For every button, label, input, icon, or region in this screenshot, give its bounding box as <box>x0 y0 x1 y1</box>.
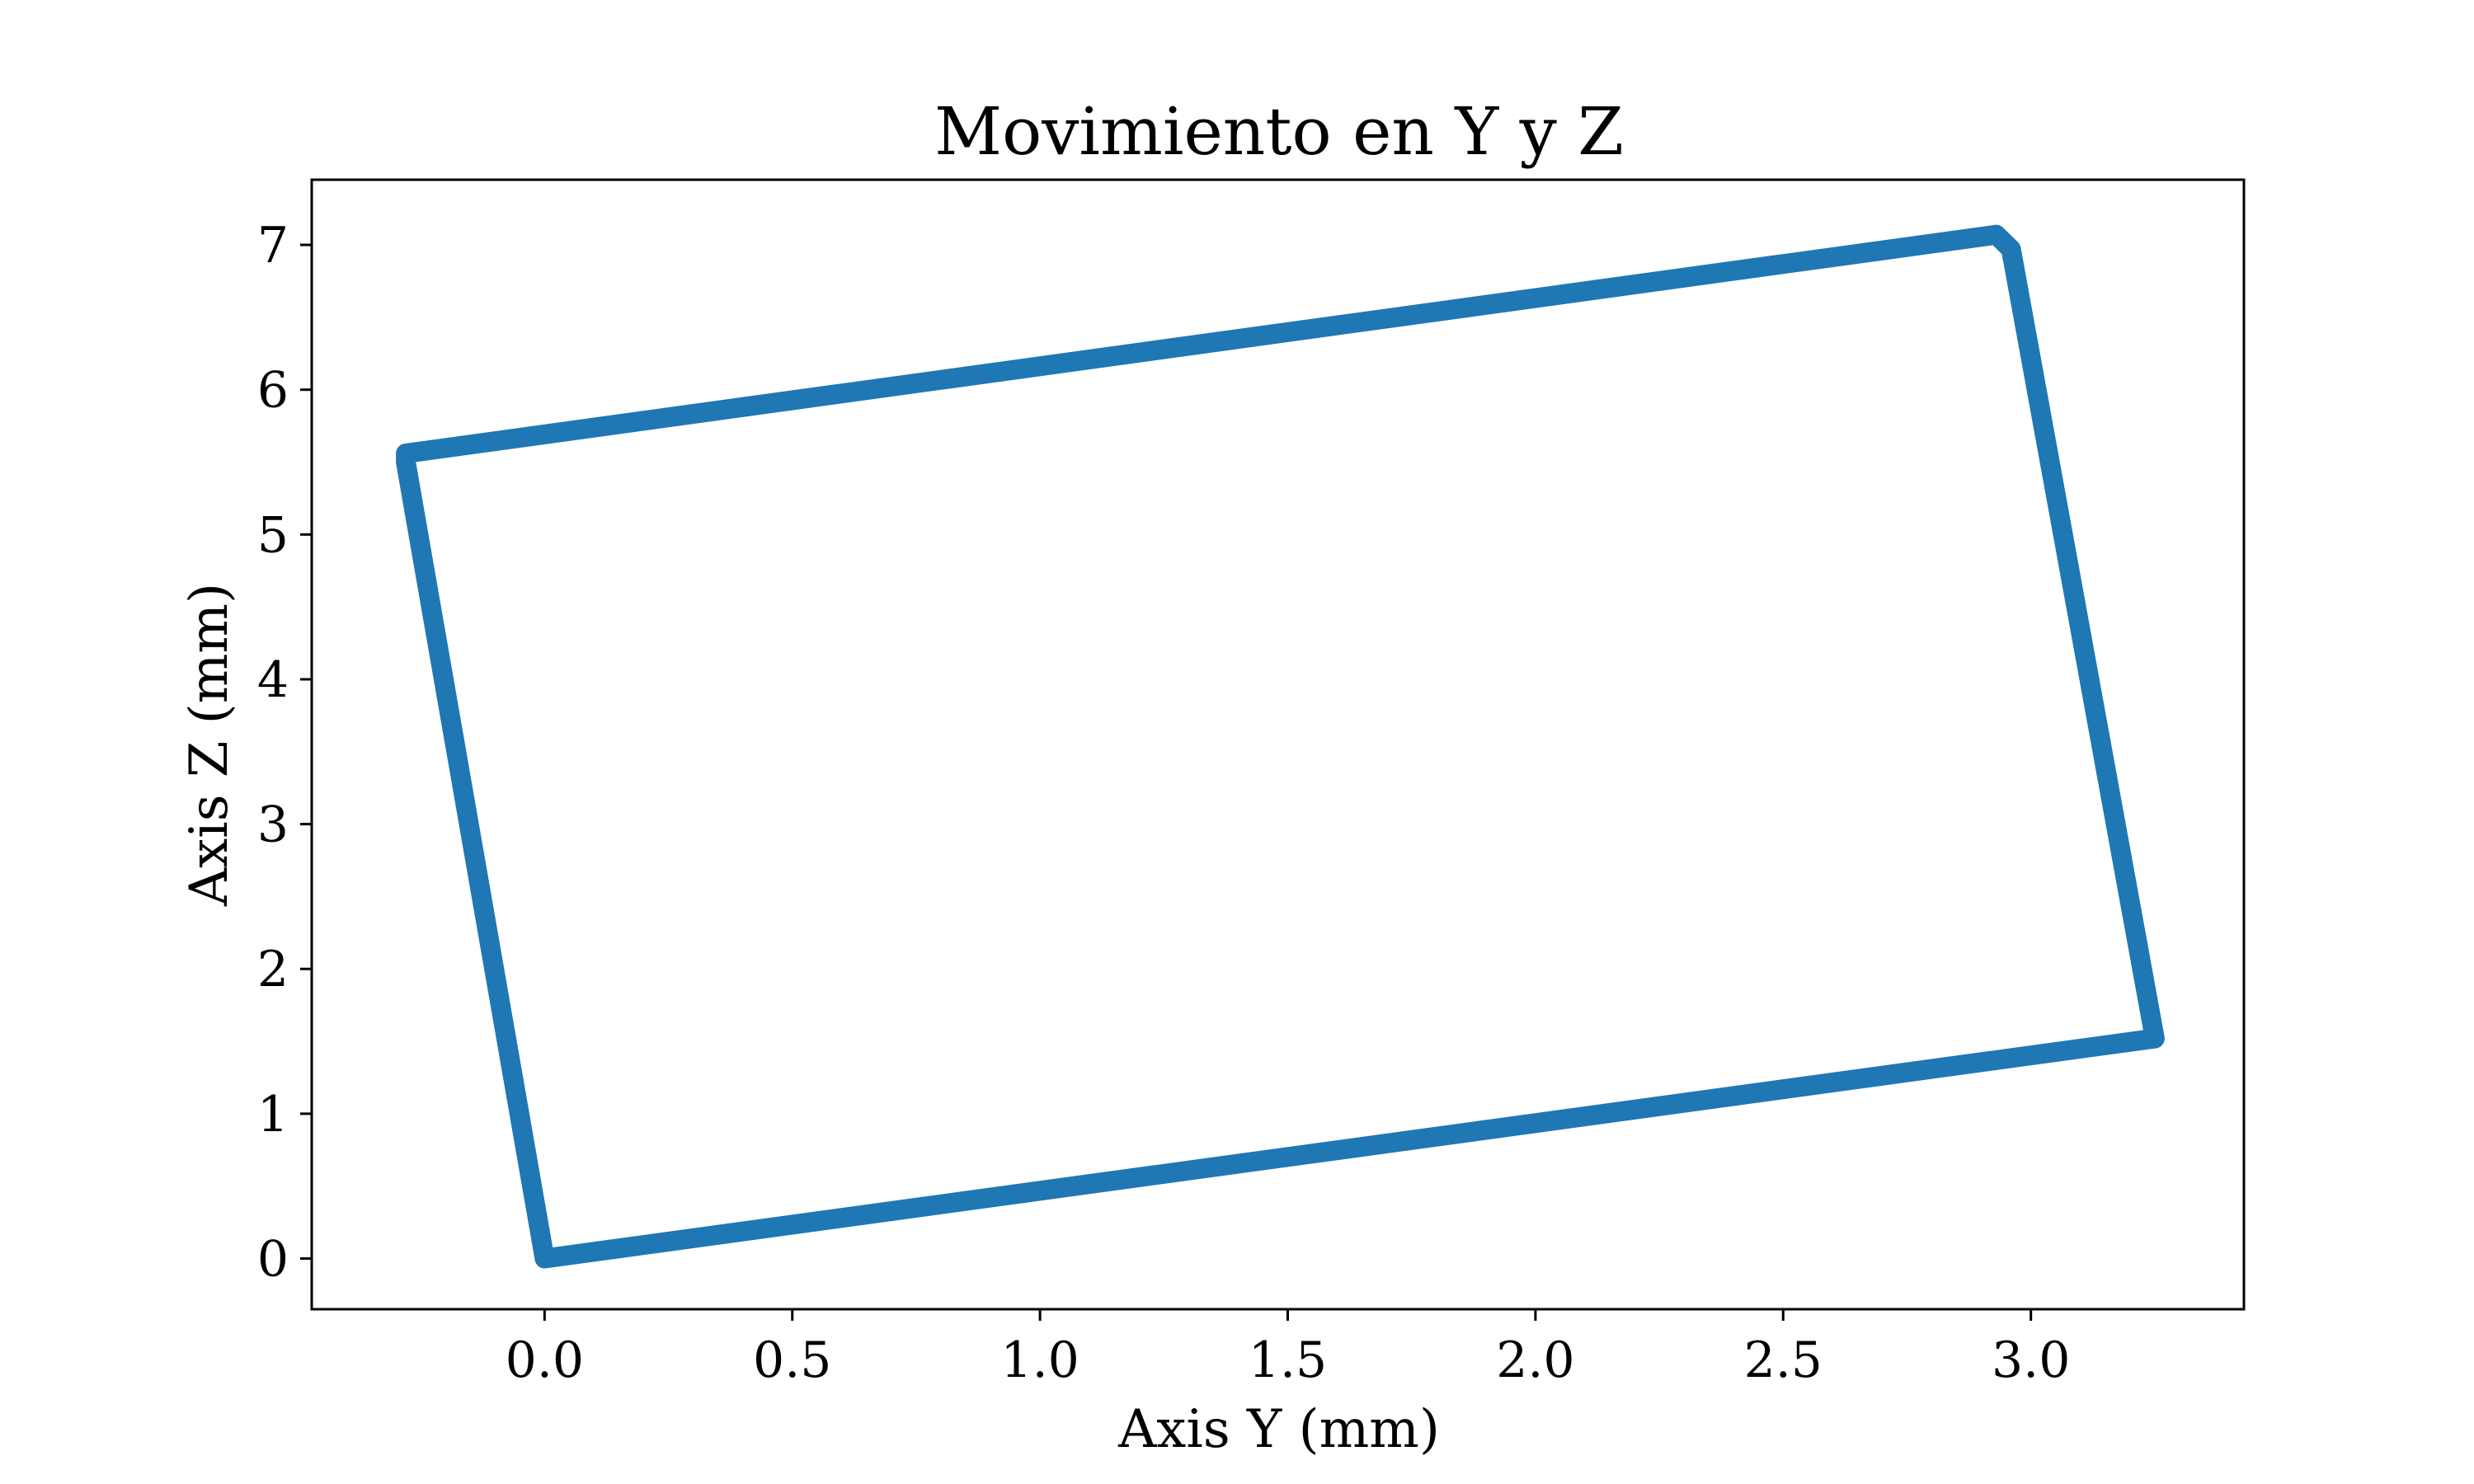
y-tick-label: 6 <box>257 362 289 420</box>
y-tick-label: 3 <box>257 796 289 854</box>
y-tick-label: 7 <box>257 217 289 275</box>
chart-title: Movimiento en Y y Z <box>934 93 1624 170</box>
y-tick-label: 1 <box>257 1086 289 1144</box>
x-tick-label: 1.0 <box>1000 1331 1079 1389</box>
x-tick-label: 0.0 <box>506 1331 584 1389</box>
x-tick-label: 0.5 <box>753 1331 831 1389</box>
x-tick-label: 3.0 <box>1992 1331 2070 1389</box>
x-tick-label: 2.0 <box>1496 1331 1574 1389</box>
series-layer <box>396 224 2165 1269</box>
y-tick-label: 2 <box>257 941 289 998</box>
y-tick-label: 4 <box>257 651 289 709</box>
y-tick-label: 5 <box>257 506 289 564</box>
y-axis: 0 1 2 3 4 5 6 7 <box>257 217 312 1289</box>
x-tick-label: 2.5 <box>1744 1331 1823 1389</box>
plot-area <box>310 178 2246 1311</box>
plot-frame <box>310 178 2246 1311</box>
x-axis-label: Axis Y (mm) <box>1117 1399 1440 1460</box>
y-tick-label: 0 <box>257 1231 289 1289</box>
x-axis: 0.0 0.5 1.0 1.5 2.0 2.5 3.0 <box>506 1309 2070 1389</box>
y-axis-label: Axis Z (mm) <box>179 583 240 907</box>
series-line-0 <box>396 224 2165 1269</box>
x-tick-label: 1.5 <box>1249 1331 1327 1389</box>
